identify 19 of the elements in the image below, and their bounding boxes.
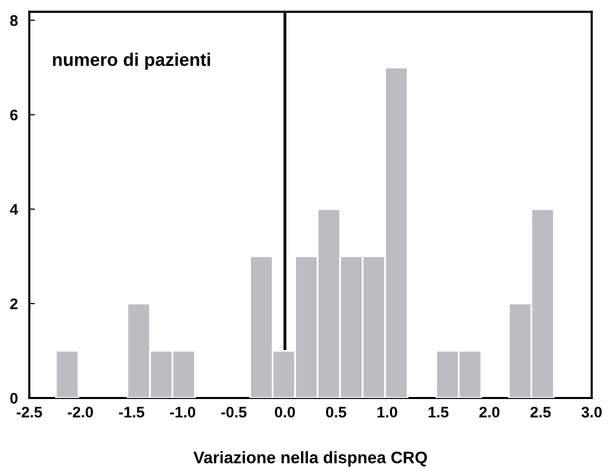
x-tick-label: -1.0 <box>170 406 196 418</box>
x-tick-label: 1.0 <box>378 406 398 418</box>
y-tick-label: 2 <box>10 298 18 310</box>
x-tick-label: -2.5 <box>16 406 42 418</box>
y-tick-label: 4 <box>10 204 18 215</box>
x-tick-label: -2.0 <box>68 406 93 418</box>
y-tick-label: 0 <box>10 392 18 404</box>
x-tick-label: 3.0 <box>581 406 602 418</box>
y-tick-label: 8 <box>10 15 18 26</box>
x-tick-label: -0.5 <box>221 406 247 418</box>
y-tick-label: 6 <box>10 110 18 120</box>
x-tick-label: -1.5 <box>118 406 144 418</box>
x-axis-title: Variazione nella dispnea CRQ <box>193 451 427 467</box>
x-tick-label: 0.5 <box>326 406 346 418</box>
x-tick-label: 0.0 <box>274 406 295 418</box>
x-tick-label: 2.5 <box>530 406 551 418</box>
x-tick-label: 2.0 <box>479 406 500 418</box>
annotation: numero di pazienti <box>52 52 210 70</box>
x-tick-label: 1.5 <box>428 406 449 418</box>
